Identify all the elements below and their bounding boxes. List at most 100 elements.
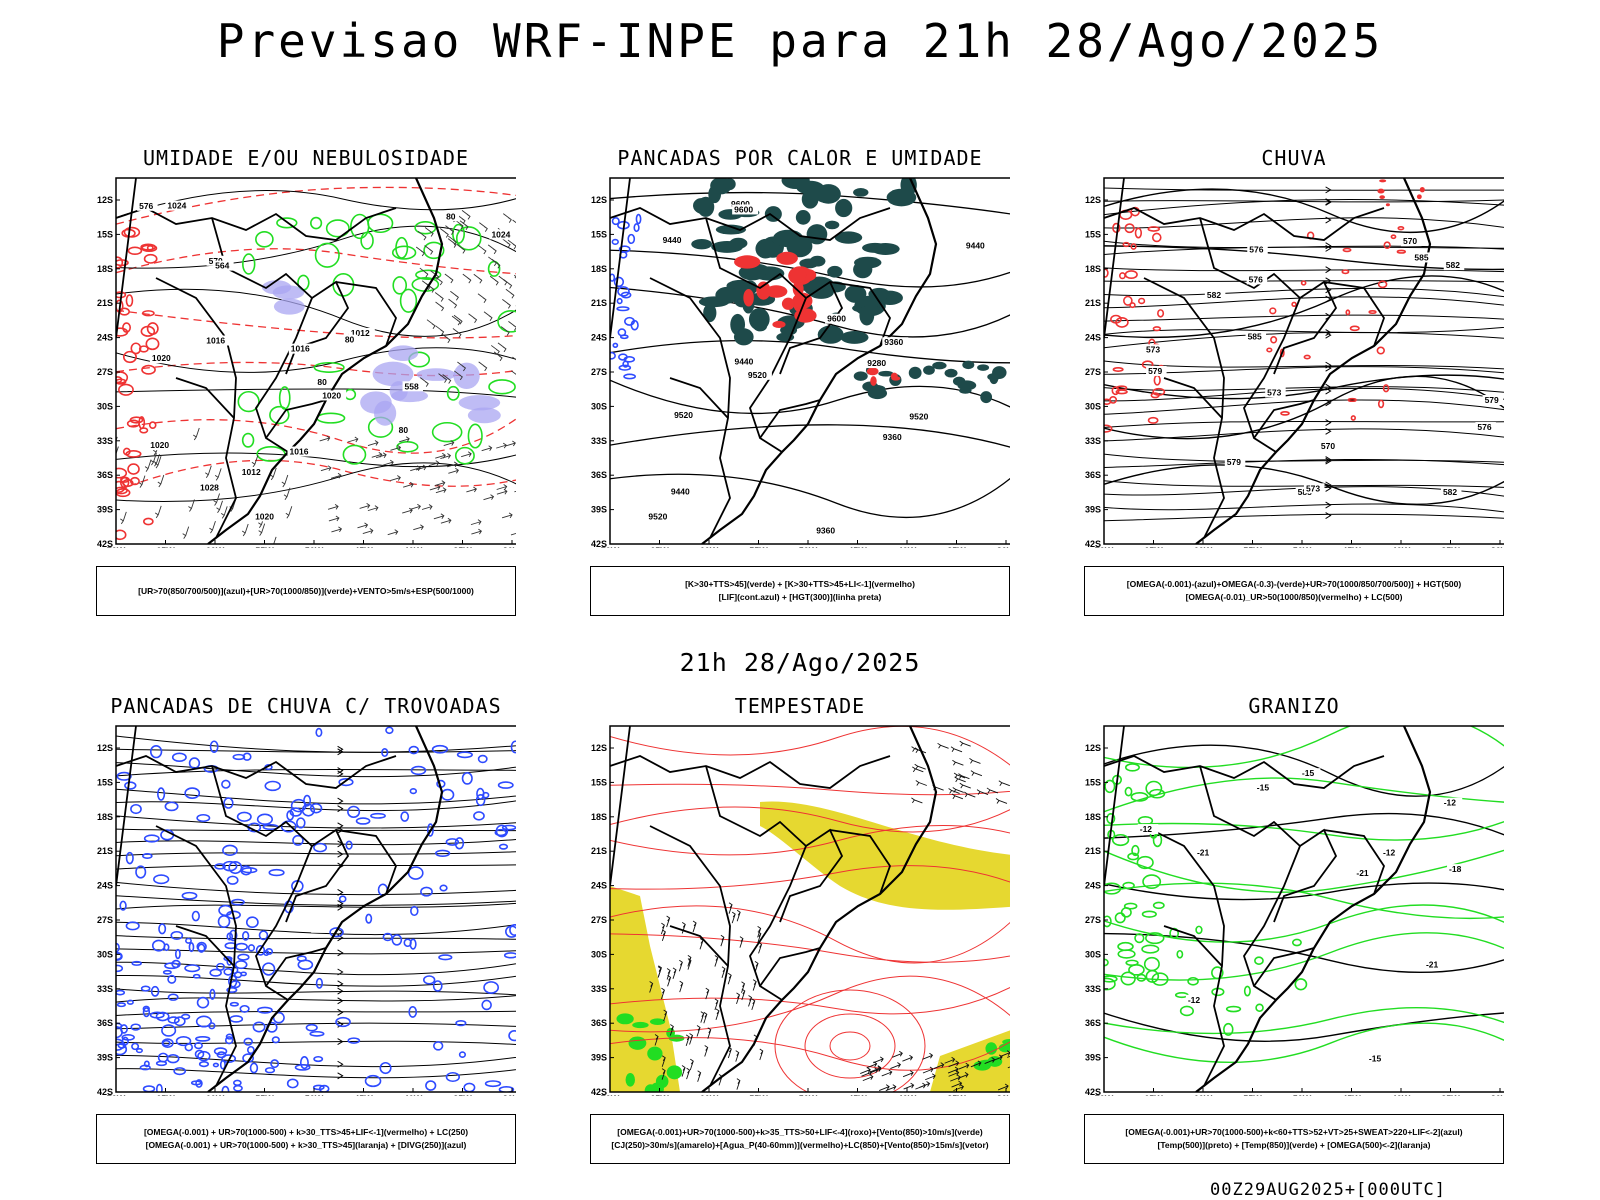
lat-label: 27S	[1085, 915, 1101, 925]
lat-label: 24S	[97, 881, 113, 891]
contour-label: 579	[1148, 366, 1162, 376]
lat-label: 33S	[591, 436, 607, 446]
panel-pancadas-calor: PANCADAS POR CALOR E UMIDADE 9600 9600 952…	[590, 146, 1023, 616]
lat-label: 36S	[1085, 470, 1101, 480]
lat-label: 36S	[591, 1018, 607, 1028]
lat-label: 15S	[591, 777, 607, 787]
legend-umidade: [UR>70(850/700/500)](azul)+[UR>70(1000/8…	[96, 566, 516, 616]
legend-tempestade: [OMEGA(-0.001)+UR>70(1000-500)+k>35_TTS>…	[590, 1114, 1010, 1164]
lat-label: 18S	[591, 812, 607, 822]
lat-label: 33S	[97, 984, 113, 994]
lat-label: 30S	[591, 401, 607, 411]
legend-line: [LIF](cont.azul) + [HGT(300)](linha pret…	[718, 592, 882, 602]
lon-label: 55W	[749, 546, 768, 548]
map-svg: 9600960095209520952094409440952096009440…	[591, 177, 1023, 556]
panel-title: CHUVA	[1261, 146, 1327, 170]
lat-label: 42S	[97, 539, 113, 548]
lon-label: 65W	[1144, 546, 1163, 548]
map-pancadas-trovoadas: 10 12S 15S 18S 21S 24S 27S 30S 33S 36S 39S 42S70W 65…	[96, 722, 529, 1104]
lon-label: 50W	[799, 546, 818, 548]
lon-label: 45W	[354, 546, 373, 548]
lon-label: 70W	[107, 546, 126, 548]
contour-label: 564	[215, 261, 229, 271]
lat-label: 30S	[97, 401, 113, 411]
lat-label: 24S	[1085, 333, 1101, 343]
lon-label: 40W	[404, 546, 423, 548]
lat-label: 39S	[97, 505, 113, 515]
contour-label: 573	[1306, 483, 1320, 493]
contour-label: -15	[1257, 783, 1270, 793]
lat-label: 24S	[591, 333, 607, 343]
contour-label: 9600	[734, 204, 753, 214]
lat-label: 21S	[591, 298, 607, 308]
footer-timestamp: 00Z29AUG2025+[000UTC]	[1210, 1180, 1446, 1200]
lat-label: 36S	[97, 470, 113, 480]
contour-label: 582	[1207, 290, 1221, 300]
lat-label: 12S	[1085, 743, 1101, 753]
lon-label: 70W	[1095, 546, 1114, 548]
lat-label: 24S	[1085, 881, 1101, 891]
lon-label: 35W	[947, 546, 966, 548]
lat-label: 39S	[97, 1053, 113, 1063]
lon-label: 45W	[848, 1094, 867, 1096]
legend-pancadas-trovoadas: [OMEGA(-0.001) + UR>70(1000-500) + k>30_…	[96, 1114, 516, 1164]
lon-label: 50W	[1293, 546, 1312, 548]
contour-label: 585	[1414, 252, 1428, 262]
lat-label: 39S	[591, 1053, 607, 1063]
panel-pancadas-trovoadas: PANCADAS DE CHUVA C/ TROVOADAS 10 12S 15S 1…	[96, 694, 529, 1164]
contour-label: 80	[399, 425, 409, 435]
lat-label: 15S	[97, 229, 113, 239]
lat-label: 39S	[1085, 505, 1101, 515]
contour-label: 1016	[290, 447, 309, 457]
lon-label: 35W	[453, 1094, 472, 1096]
contour-label: 573	[1146, 344, 1160, 354]
lon-label: 45W	[848, 546, 867, 548]
lon-label: 30W	[503, 1094, 516, 1096]
lat-label: 18S	[1085, 812, 1101, 822]
contour-label: 9520	[748, 370, 767, 380]
contour-label: 1024	[491, 229, 510, 239]
contour-label: 570	[1403, 236, 1417, 246]
panel-title: GRANIZO	[1248, 694, 1340, 718]
lat-label: 12S	[591, 195, 607, 205]
lon-label: 50W	[1293, 1094, 1312, 1096]
contour-label: 1020	[322, 390, 341, 400]
lat-label: 12S	[97, 743, 113, 753]
contour-label: -12	[1188, 995, 1201, 1005]
lon-label: 40W	[898, 1094, 917, 1096]
lon-label: 60W	[700, 546, 719, 548]
lon-label: 55W	[749, 1094, 768, 1096]
contour-label: 1020	[150, 440, 169, 450]
map-svg: -12 -12 -12 -12 -15 -15 -15 -18 -21 -21 -21 12S 15S 1…	[1085, 725, 1517, 1104]
lat-label: 27S	[97, 367, 113, 377]
lat-label: 42S	[1085, 539, 1101, 548]
legend-line: [Temp(500)](preto) + [Temp(850)](verde) …	[1157, 1140, 1431, 1150]
lat-label: 18S	[1085, 264, 1101, 274]
lat-label: 42S	[97, 1087, 113, 1096]
map-svg: 5855855855825825825795795795765765765735…	[1085, 177, 1517, 556]
lon-label: 70W	[107, 1094, 126, 1096]
contour-label: 1012	[242, 467, 261, 477]
lat-label: 33S	[97, 436, 113, 446]
panel-title: PANCADAS POR CALOR E UMIDADE	[617, 146, 983, 170]
lat-label: 27S	[591, 367, 607, 377]
panel-title: PANCADAS DE CHUVA C/ TROVOADAS	[110, 694, 502, 718]
lat-label: 18S	[97, 264, 113, 274]
lat-label: 21S	[97, 298, 113, 308]
lon-label: 35W	[453, 546, 472, 548]
contour-label: -18	[1449, 864, 1462, 874]
lat-label: 30S	[97, 949, 113, 959]
lat-label: 21S	[97, 846, 113, 856]
lon-label: 30W	[503, 546, 516, 548]
contour-label: 1020	[152, 353, 171, 363]
lon-label: 30W	[1491, 546, 1504, 548]
contour-label: -12	[1383, 847, 1396, 857]
contour-label: 9440	[663, 235, 682, 245]
lon-label: 70W	[601, 546, 620, 548]
lon-label: 40W	[898, 546, 917, 548]
lat-label: 27S	[1085, 367, 1101, 377]
contour-label: 9440	[966, 240, 985, 250]
lon-label: 55W	[1243, 546, 1262, 548]
legend-line: [OMEGA(-0.01)_UR>50(1000/850)(vermelho) …	[1185, 592, 1403, 602]
contour-label: 9360	[816, 526, 835, 536]
